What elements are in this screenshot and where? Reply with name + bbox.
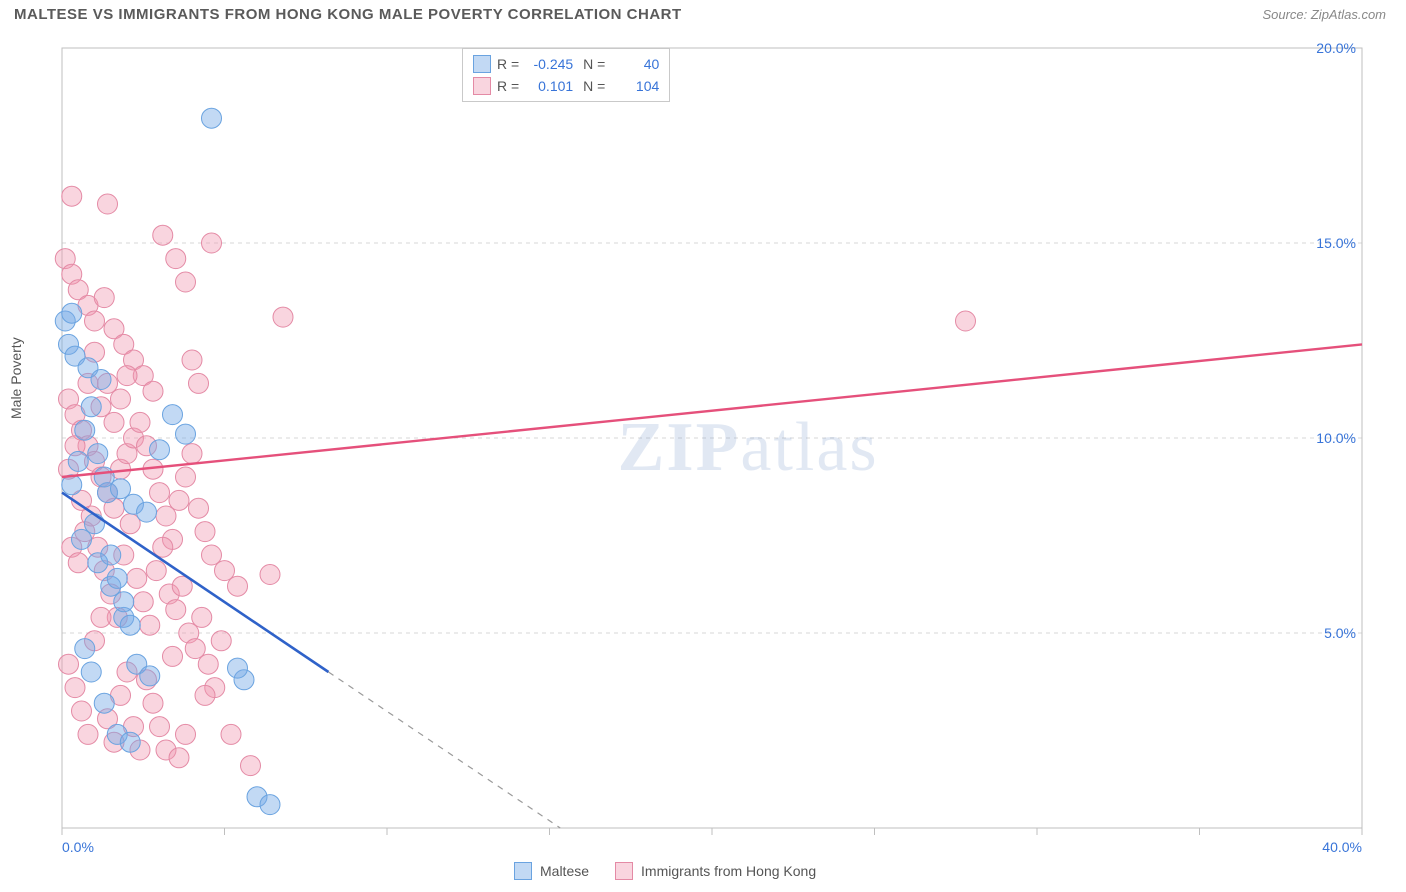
r-label: R = — [497, 56, 519, 72]
r-label: R = — [497, 78, 519, 94]
legend-item-a: Maltese — [514, 862, 589, 880]
svg-text:40.0%: 40.0% — [1322, 839, 1362, 855]
n-value-b: 104 — [611, 78, 659, 94]
legend-item-b: Immigrants from Hong Kong — [615, 862, 816, 880]
swatch-series-a — [473, 55, 491, 73]
n-value-a: 40 — [611, 56, 659, 72]
n-label: N = — [579, 78, 605, 94]
bottom-legend: Maltese Immigrants from Hong Kong — [514, 862, 816, 880]
legend-row-a: R = -0.245 N = 40 — [473, 53, 659, 75]
r-value-b: 0.101 — [525, 78, 573, 94]
series-a-name: Maltese — [540, 863, 589, 879]
y-axis-label: Male Poverty — [8, 337, 24, 419]
series-b-name: Immigrants from Hong Kong — [641, 863, 816, 879]
legend-row-b: R = 0.101 N = 104 — [473, 75, 659, 97]
swatch-series-b — [473, 77, 491, 95]
chart-area: Male Poverty 5.0%10.0%15.0%20.0%0.0%40.0… — [14, 38, 1386, 880]
svg-text:0.0%: 0.0% — [62, 839, 94, 855]
svg-text:5.0%: 5.0% — [1324, 625, 1356, 641]
svg-text:15.0%: 15.0% — [1316, 235, 1356, 251]
source-credit: Source: ZipAtlas.com — [1262, 7, 1386, 22]
n-label: N = — [579, 56, 605, 72]
svg-text:10.0%: 10.0% — [1316, 430, 1356, 446]
svg-text:20.0%: 20.0% — [1316, 40, 1356, 56]
correlation-legend-box: R = -0.245 N = 40 R = 0.101 N = 104 — [462, 48, 670, 102]
r-value-a: -0.245 — [525, 56, 573, 72]
swatch-series-b — [615, 862, 633, 880]
chart-title: MALTESE VS IMMIGRANTS FROM HONG KONG MAL… — [14, 6, 682, 23]
swatch-series-a — [514, 862, 532, 880]
scatter-plot: 5.0% 10.0% 15.0% 20.0% 0.0% 40.0% — [14, 38, 1382, 878]
